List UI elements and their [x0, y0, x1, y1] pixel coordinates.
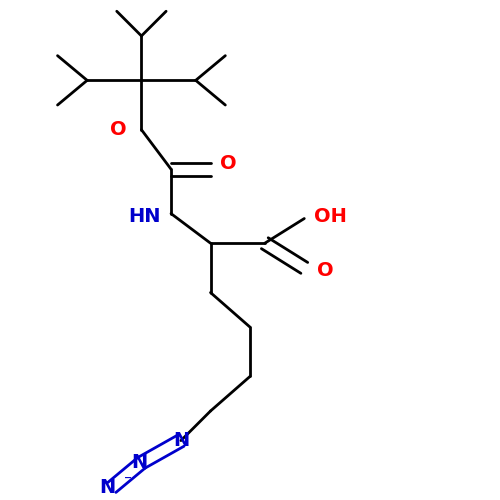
Text: N: N: [131, 454, 147, 472]
Text: O: O: [220, 154, 237, 173]
Text: N: N: [99, 478, 115, 497]
Text: ⁻: ⁻: [124, 474, 132, 489]
Text: N: N: [173, 431, 189, 450]
Text: O: O: [316, 261, 333, 280]
Text: HN: HN: [128, 206, 161, 226]
Text: O: O: [110, 120, 126, 139]
Text: OH: OH: [314, 206, 347, 226]
